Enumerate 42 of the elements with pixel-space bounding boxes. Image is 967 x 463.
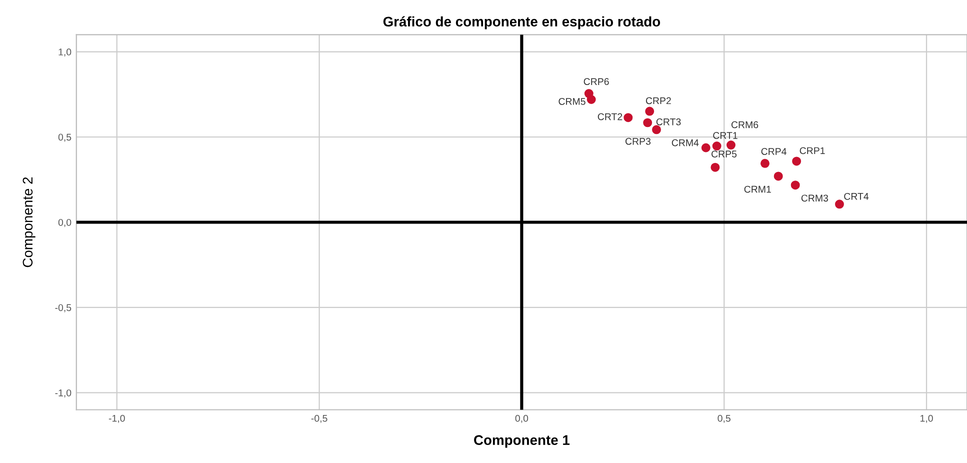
annotation: CRT4 (844, 192, 869, 200)
y-tick-label: -0,5 (55, 304, 72, 312)
x-tick-label: 0,0 (515, 414, 528, 423)
point (792, 156, 802, 166)
x-tick-label: -0,5 (311, 414, 328, 423)
point (643, 118, 652, 128)
annotation: CRM3 (801, 194, 828, 202)
annotation: CRM4 (672, 139, 699, 146)
annotation: CRP5 (712, 150, 737, 158)
x-tick-label: -1,0 (108, 414, 125, 423)
point (645, 106, 654, 116)
point (586, 95, 596, 104)
point (710, 162, 720, 172)
annotation: CRT2 (598, 113, 622, 120)
annotation: CRM5 (558, 98, 586, 105)
point (624, 113, 633, 122)
annotation: CRT3 (656, 118, 681, 126)
point (701, 143, 710, 152)
y-tick-label: 0,0 (58, 218, 72, 228)
annotation: CRP2 (646, 97, 671, 104)
chart-title: Gráfico de componente en espacio rotado (383, 16, 660, 30)
x-tick-label: 1,0 (920, 414, 933, 423)
point (834, 200, 844, 209)
point (652, 125, 661, 134)
x-axis-title: Componente 1 (474, 435, 570, 448)
annotation: CRP6 (584, 78, 609, 86)
annotation: CRP4 (761, 148, 786, 155)
annotation: CRT1 (713, 132, 738, 139)
y-tick-label: -1,0 (55, 389, 72, 398)
annotation: CRM6 (731, 121, 758, 128)
annotation: CRM1 (744, 186, 771, 193)
y-axis-title: Componente 2 (22, 177, 36, 268)
point (790, 180, 800, 190)
annotation: CRP3 (626, 138, 651, 145)
annotation: CRP1 (800, 147, 825, 154)
point (774, 172, 783, 181)
point (760, 158, 770, 168)
y-tick-label: 1,0 (58, 48, 72, 57)
point (712, 142, 722, 151)
y-tick-label: 0,5 (58, 134, 72, 142)
point (726, 140, 736, 150)
x-tick-label: 0,5 (718, 414, 730, 423)
